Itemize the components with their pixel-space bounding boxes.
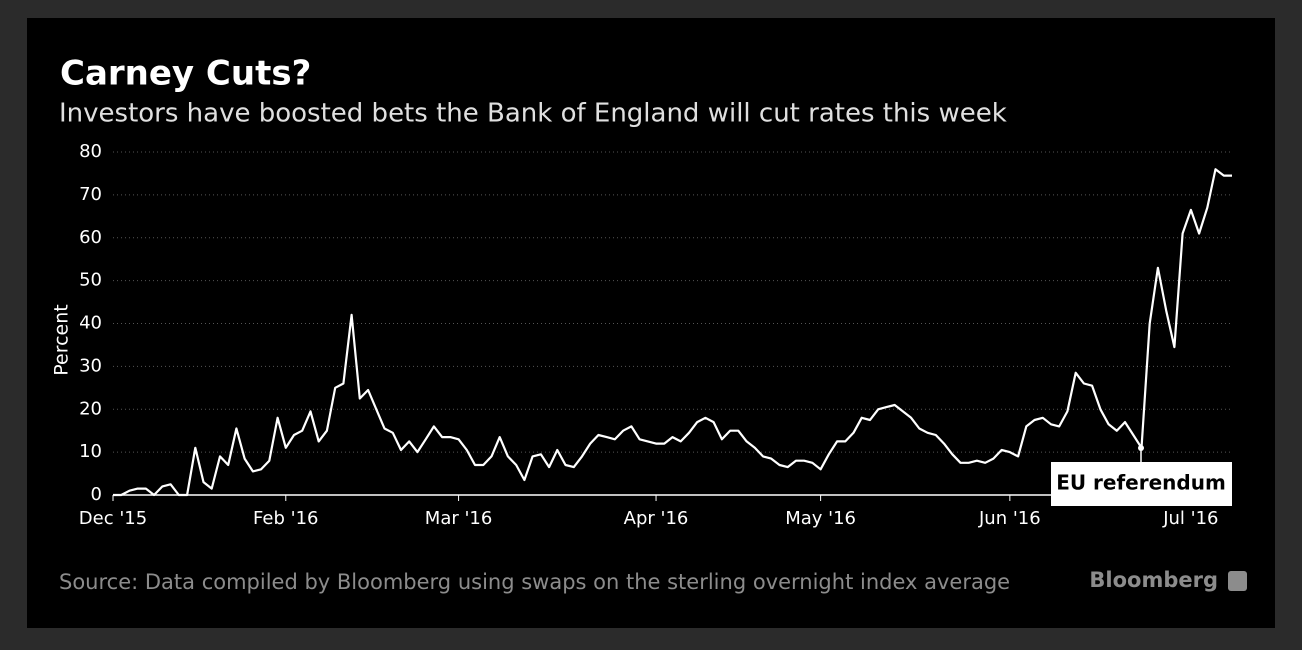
plot: 0 10 20 30 40 50 60 70 80 Dec '15 Feb '16 Mar '16 Ap… xyxy=(79,141,1232,529)
y-axis-label: Percent xyxy=(51,304,73,376)
x-tick-label: Feb '16 xyxy=(253,508,318,529)
y-tick-label: 0 xyxy=(91,484,102,505)
brand-icon xyxy=(1228,571,1247,591)
line xyxy=(113,168,1232,497)
annotation-box xyxy=(1051,462,1232,506)
y-tick-label: 20 xyxy=(79,398,102,419)
y-tick-label: 10 xyxy=(79,441,102,462)
y-tick-label: 40 xyxy=(79,313,102,334)
y-tick-label: 50 xyxy=(79,270,102,291)
source: Source: Data compiled by Bloomberg using… xyxy=(59,570,1010,594)
x-tick-label: Jul '16 xyxy=(1162,508,1218,529)
chart-title: Carney Cuts? xyxy=(60,54,311,94)
x-tick-label: Dec '15 xyxy=(79,508,147,529)
annotation-dot xyxy=(1138,445,1144,451)
y-tick-label: 30 xyxy=(79,355,102,376)
y-tick-label: 70 xyxy=(79,184,102,205)
x-tick-label: May '16 xyxy=(785,508,856,529)
x-tick-label: Mar '16 xyxy=(425,508,493,529)
x-tick-label: Apr '16 xyxy=(624,508,689,529)
y-tick-label: 80 xyxy=(79,141,102,162)
x-tick-label: Jun '16 xyxy=(978,508,1041,529)
chart-subtitle: Investors have boosted bets the Bank of … xyxy=(59,99,1007,129)
brand: Bloomberg xyxy=(1089,568,1218,592)
panel xyxy=(27,18,1275,628)
annotation: EU referendum xyxy=(1056,471,1226,495)
y-tick-label: 60 xyxy=(79,227,102,248)
